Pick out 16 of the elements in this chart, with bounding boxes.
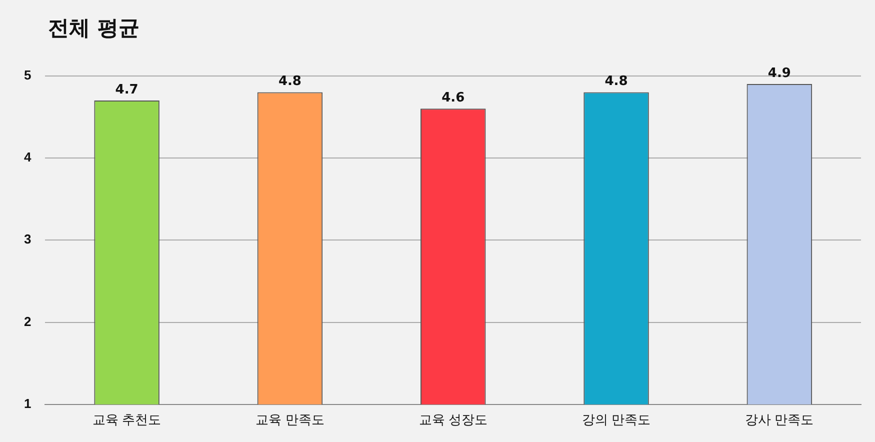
x-tick-label: 교육 성장도 bbox=[418, 412, 488, 427]
data-label: 4.6 bbox=[442, 90, 465, 106]
data-label: 4.8 bbox=[604, 74, 628, 90]
y-tick-label: 3 bbox=[24, 232, 32, 247]
x-tick-label: 교육 만족도 bbox=[256, 412, 324, 427]
x-tick-label: 교육 추천도 bbox=[92, 412, 162, 427]
chart-title: 전체 평균 bbox=[48, 15, 140, 42]
y-tick-label: 2 bbox=[24, 314, 32, 329]
data-label: 4.7 bbox=[115, 82, 138, 98]
y-tick-label: 4 bbox=[24, 150, 32, 165]
data-label: 4.9 bbox=[768, 66, 791, 81]
data-label: 4.8 bbox=[278, 74, 302, 90]
y-tick-label: 1 bbox=[24, 396, 32, 411]
x-tick-label: 강의 만족도 bbox=[582, 412, 651, 427]
x-tick-label: 강사 만족도 bbox=[745, 412, 814, 427]
y-tick-label: 5 bbox=[24, 67, 32, 82]
